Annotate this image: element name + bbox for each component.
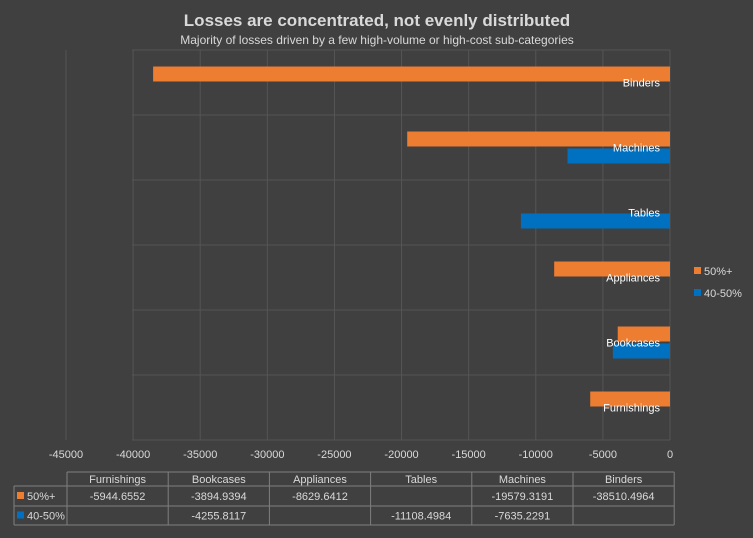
table-value-cell: -7635.2291 [495, 511, 551, 523]
bar-4050-tables [520, 213, 670, 229]
x-tick-label: -40000 [116, 449, 150, 461]
x-tick-label: -20000 [384, 449, 418, 461]
gridlines [65, 49, 671, 441]
bar-50-bookcases [617, 326, 670, 342]
legend-swatch [694, 267, 701, 274]
legend: 50%+ 40-50% [694, 266, 742, 300]
bar-50-appliances [554, 261, 670, 277]
x-tick-label: -45000 [49, 449, 83, 461]
table-row-label: 50%+ [27, 491, 55, 503]
table-value-cell: -11108.4984 [391, 511, 451, 523]
x-axis-ticks: -45000 -40000 -35000 -30000 -25000 -20000 -150… [49, 449, 673, 461]
chart-subtitle: Majority of losses driven by a few high-… [180, 33, 574, 47]
category-label-bookcases: Bookcases [606, 338, 660, 350]
data-table: Furnishings Bookcases Appliances Tables Mach… [13, 471, 675, 526]
table-value-cell: -5944.6552 [90, 491, 146, 503]
x-tick-label: -5000 [589, 449, 617, 461]
x-tick-label: -15000 [452, 449, 486, 461]
bar-50-furnishings [590, 391, 670, 407]
table-header-cell: Appliances [293, 474, 347, 486]
category-label-binders: Binders [623, 78, 661, 90]
x-tick-label: -35000 [183, 449, 217, 461]
table-value-cell: -38510.4964 [593, 491, 655, 503]
bar-50-binders [153, 66, 670, 82]
table-header-cell: Tables [405, 474, 437, 486]
x-tick-label: -30000 [250, 449, 284, 461]
category-label-tables: Tables [628, 208, 660, 220]
table-value-cell: -8629.6412 [292, 491, 348, 503]
table-header-cell: Binders [605, 474, 643, 486]
table-value-cell: -19579.3191 [492, 491, 554, 503]
x-tick-label: -10000 [519, 449, 553, 461]
category-label-machines: Machines [613, 143, 661, 155]
bar-4050-bookcases [612, 343, 670, 359]
chart-title: Losses are concentrated, not evenly dist… [184, 11, 570, 30]
table-row-label: 40-50% [27, 511, 65, 523]
x-tick-label: 0 [667, 449, 673, 461]
x-tick-label: -25000 [317, 449, 351, 461]
legend-label: 50%+ [704, 266, 732, 278]
bar-4050-machines [567, 148, 670, 164]
table-legend-swatch [17, 511, 24, 519]
category-label-furnishings: Furnishings [603, 403, 660, 415]
legend-swatch [694, 289, 701, 296]
bar-50-machines [407, 131, 670, 147]
table-header-cell: Furnishings [89, 474, 146, 486]
table-header-cell: Machines [499, 474, 547, 486]
table-header-cell: Bookcases [192, 474, 246, 486]
table-value-cell: -3894.9394 [191, 491, 247, 503]
category-labels: Binders Machines Tables Appliances Bookcases… [603, 78, 660, 415]
table-value-cell: -4255.8117 [191, 511, 246, 523]
category-label-appliances: Appliances [606, 273, 660, 285]
table-legend-swatch [17, 492, 24, 499]
legend-label: 40-50% [704, 288, 742, 300]
bars [153, 66, 670, 407]
